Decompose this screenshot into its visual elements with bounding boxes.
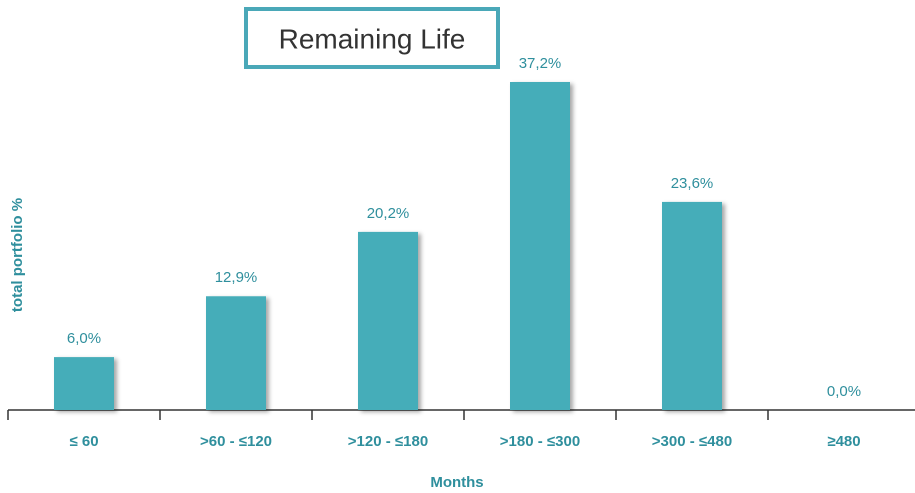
- value-label: 20,2%: [367, 205, 410, 222]
- chart-title: Remaining Life: [279, 23, 466, 54]
- value-label: 6,0%: [67, 330, 101, 347]
- x-tick-label: ≥480: [827, 433, 860, 450]
- value-label: 12,9%: [215, 269, 258, 286]
- bar: [54, 357, 114, 410]
- value-label: 23,6%: [671, 175, 714, 192]
- x-tick-label: >180 - ≤300: [500, 433, 580, 450]
- value-label: 0,0%: [827, 383, 861, 400]
- bar: [662, 201, 722, 410]
- bar: [510, 82, 570, 410]
- y-axis-label: total portfolio %: [9, 198, 26, 312]
- x-axis-label: Months: [430, 474, 483, 491]
- value-label: 37,2%: [519, 55, 562, 72]
- bar: [358, 231, 418, 410]
- x-tick-label: >120 - ≤180: [348, 433, 428, 450]
- bar: [206, 296, 266, 410]
- x-tick-label: ≤ 60: [69, 433, 98, 450]
- x-tick-label: >300 - ≤480: [652, 433, 732, 450]
- x-tick-label: >60 - ≤120: [200, 433, 272, 450]
- title-box: [244, 7, 500, 69]
